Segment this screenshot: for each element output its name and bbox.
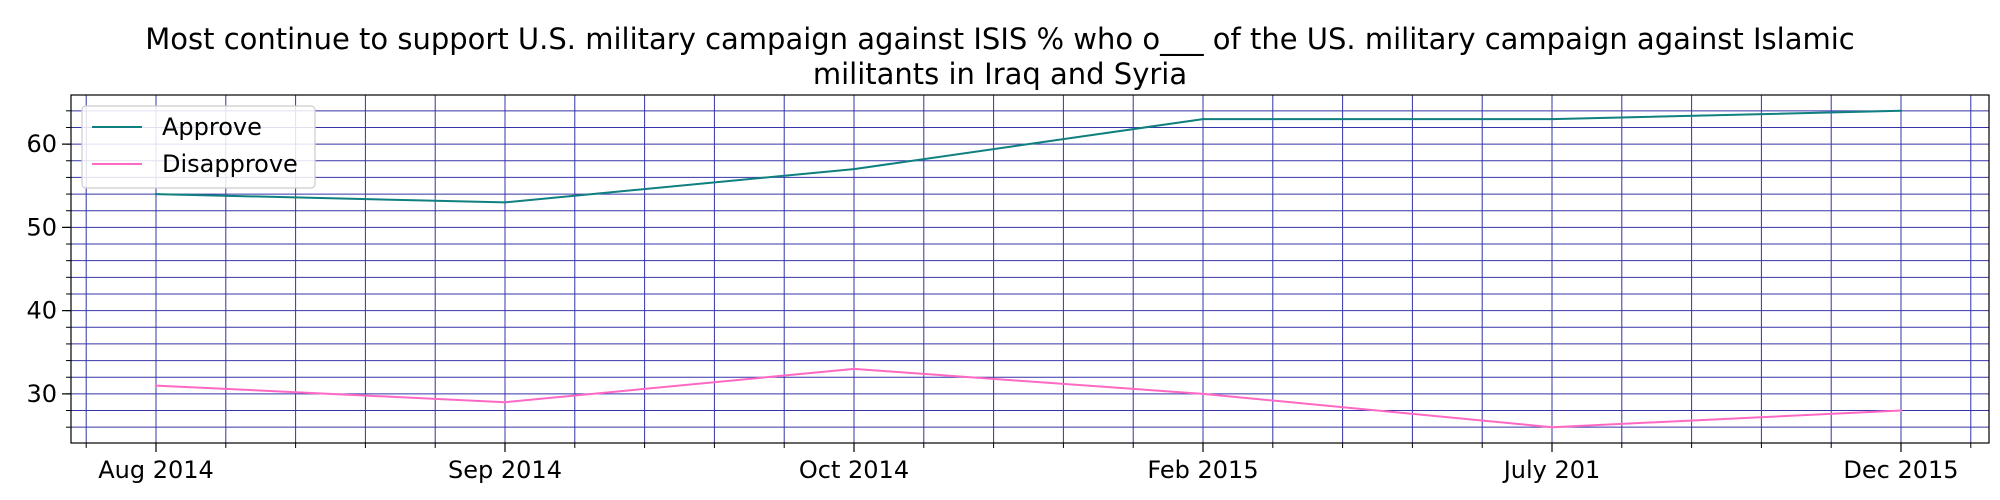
y-tick-label: 60 [26,130,57,158]
y-tick-label: 50 [26,213,57,241]
chart-title-line-2: militants in Iraq and Syria [813,57,1187,91]
chart-title-line-1: Most continue to support U.S. military c… [145,22,1855,56]
legend-label-approve: Approve [162,113,262,141]
data-point-disapprove [1899,409,1903,412]
plot-area [71,95,1989,443]
x-tick-label: July 201 [1502,456,1601,484]
data-point-disapprove [852,367,856,371]
axes-frame [70,94,1990,444]
data-point-approve [852,167,856,171]
data-point-disapprove [1550,425,1554,429]
data-point-disapprove [154,384,158,387]
series-layer [154,109,1903,429]
data-point-approve [1550,117,1554,121]
plot-background [71,95,1989,443]
y-tick-label: 30 [26,380,57,408]
legend-label-disapprove: Disapprove [162,150,298,178]
grid [71,95,1989,443]
data-point-approve [1899,109,1903,113]
x-tick-label: Aug 2014 [98,456,214,484]
data-point-approve [1201,117,1205,121]
x-tick-label: Dec 2015 [1843,456,1958,484]
data-point-approve [154,192,158,196]
data-point-disapprove [1201,392,1205,396]
x-tick-label: Sep 2014 [448,456,562,484]
y-tick-label: 40 [26,297,57,325]
data-point-approve [503,201,507,204]
chart-title: Most continue to support U.S. military c… [145,22,1855,91]
axes: Aug 2014 Sep 2014 Oct 2014 Feb 2015 July 201… [26,94,1990,484]
series-line-disapprove [155,367,1902,429]
series-line-approve [155,109,1902,204]
legend: Approve Disapprove [81,105,316,189]
data-point-disapprove [503,401,507,404]
x-tick-label: Oct 2014 [799,456,909,484]
x-tick-label: Feb 2015 [1147,456,1258,484]
